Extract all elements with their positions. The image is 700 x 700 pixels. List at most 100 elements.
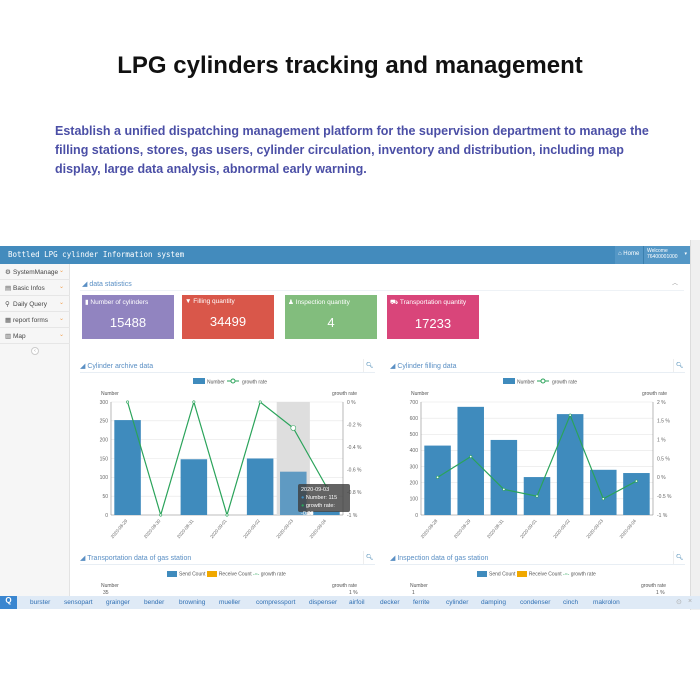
growth-point — [225, 513, 229, 517]
legend-inspection: Send Count Receive Count -○- growth rate — [477, 571, 596, 577]
y-tick-label: 600 — [410, 416, 419, 422]
y2-tick-label: 0.5 % — [657, 456, 670, 462]
panel-title: Transportation data of gas station — [87, 555, 192, 562]
keyword-link[interactable]: makrolon — [593, 599, 620, 606]
legend-swatch-number — [193, 378, 205, 384]
y-tick-label: 50 — [102, 494, 108, 500]
stat-card-cylinders[interactable]: ▮ Number of cylinders 15488 — [82, 295, 174, 339]
keyword-link[interactable]: sensopart — [64, 599, 93, 606]
keyword-link[interactable]: decker — [380, 599, 400, 606]
y2-tick-label: -0.8 % — [347, 490, 362, 496]
axis-label-left: Number — [410, 583, 428, 589]
growth-point — [469, 455, 473, 459]
y2-tick-label: 1.5 % — [657, 419, 670, 425]
keyword-link[interactable]: cylinder — [446, 599, 469, 606]
divider — [80, 290, 684, 291]
stat-card-filling[interactable]: ▼ Filling quantity 34499 — [182, 295, 274, 339]
sidebar-label: SystemManage — [13, 269, 59, 276]
section-label: data statistics — [89, 281, 132, 288]
sidebar-item-systemmanage[interactable]: ⚙ SystemManage ⌄ — [0, 264, 70, 280]
keyword-link[interactable]: bender — [144, 599, 165, 606]
x-tick-label: 2020-09-04 — [619, 518, 638, 539]
tooltip-growth: growth rate: -0.23 — [301, 503, 335, 517]
gears-icon: ⚙ — [5, 269, 11, 276]
chart-archive: Number growth rate Number growth rate 0 50 100… — [100, 378, 362, 539]
growth-point — [192, 400, 196, 404]
stat-card-transportation[interactable]: ⛟ Transportation quantity 17233 — [387, 295, 479, 339]
table-icon: ▦ — [5, 317, 12, 324]
close-icon[interactable]: × — [688, 598, 693, 605]
card-label: Filling quantity — [193, 298, 235, 305]
home-label: Home — [623, 251, 640, 257]
user-id: 76400001000 — [647, 254, 678, 260]
growth-point — [502, 487, 506, 491]
bar — [490, 439, 518, 515]
y2-tick-label: 0 % — [347, 400, 356, 406]
zoom-icon[interactable]: 🔍︎ — [363, 551, 375, 564]
user-menu[interactable]: Welcome 76400001000 ▾ — [643, 246, 690, 264]
sidebar-item-map[interactable]: ▥ Map ⌄ — [0, 328, 70, 344]
keyword-link[interactable]: burster — [30, 599, 51, 606]
growth-point — [126, 400, 130, 404]
legend-marker-growth — [540, 378, 546, 384]
sidebar-item-report-forms[interactable]: ▦ report forms ⌄ — [0, 312, 70, 328]
panel-header-archive: ◢ Cylinder archive data 🔍︎ — [80, 359, 375, 373]
keyword-link[interactable]: mueller — [219, 599, 241, 606]
sidebar-label: Map — [13, 333, 26, 340]
stat-card-inspection[interactable]: ♟ Inspection quantity 4 — [285, 295, 377, 339]
chart-icon: ◢ — [390, 363, 398, 370]
y-tick-label: 300 — [410, 464, 419, 470]
sidebar-item-daily-query[interactable]: ⚲ Daily Query ⌄ — [0, 296, 70, 312]
legend-receive: Receive Count — [528, 571, 562, 578]
axis-tick: 1 % — [349, 590, 358, 596]
chart-icon: ◢ — [80, 363, 88, 370]
legend-number: Number — [207, 380, 225, 386]
y-tick-label: 200 — [410, 481, 419, 487]
x-tick-label: 2020-08-29 — [110, 518, 129, 539]
panel-header-filling: ◢ Cylinder filling data 🔍︎ — [390, 359, 685, 373]
home-button[interactable]: ⌂ Home — [615, 246, 643, 264]
keyword-link[interactable]: airfoil — [349, 599, 365, 606]
x-tick-label: 2020-08-29 — [453, 518, 472, 539]
legend-swatch — [477, 571, 487, 577]
panel-header-transportation: ◢ Transportation data of gas station 🔍︎ — [80, 551, 375, 565]
y-tick-label: 150 — [100, 456, 109, 462]
card-label: Number of cylinders — [90, 299, 149, 306]
dot-icon: ● — [301, 495, 305, 501]
sidebar-item-basic-infos[interactable]: ▤ Basic Infos ⌄ — [0, 280, 70, 296]
keyword-link[interactable]: dispenser — [309, 599, 338, 606]
collapse-sidebar-button[interactable]: ‹ — [31, 347, 39, 355]
growth-point — [290, 425, 297, 431]
keyword-link[interactable]: ferrite — [413, 599, 430, 606]
legend-growth: growth rate — [552, 380, 577, 386]
home-icon: ⌂ — [618, 251, 624, 257]
zoom-icon[interactable]: 🔍︎ — [673, 359, 685, 372]
zoom-icon[interactable]: 🔍︎ — [673, 551, 685, 564]
x-tick-label: 2020-09-01 — [519, 518, 538, 539]
app-header: Bottled LPG cylinder Information system … — [0, 246, 690, 264]
bar — [114, 420, 141, 515]
tooltip-date: 2020-09-03 — [301, 487, 330, 493]
collapse-section-button[interactable]: ︿ — [672, 281, 679, 287]
search-icon[interactable]: Q — [0, 596, 17, 609]
search-keyword-bar: Q burster sensopart grainger bender browning… — [0, 596, 700, 609]
settings-icon[interactable]: ⊙ — [676, 599, 682, 606]
y2-tick-label: 1 % — [657, 437, 666, 443]
growth-point — [634, 479, 638, 483]
keyword-link[interactable]: condenser — [520, 599, 551, 606]
x-tick-label: 2020-08-30 — [143, 518, 162, 539]
user-icon: ♟ — [288, 299, 294, 306]
keyword-link[interactable]: compressport — [256, 599, 296, 606]
legend-marker-growth — [230, 378, 236, 384]
keyword-link[interactable]: cinch — [563, 599, 579, 606]
bar — [424, 445, 451, 515]
zoom-icon[interactable]: 🔍︎ — [363, 359, 375, 372]
keyword-link[interactable]: browning — [179, 599, 206, 606]
keyword-link[interactable]: grainger — [106, 599, 130, 606]
legend-transportation: Send Count Receive Count -○- growth rate — [167, 571, 286, 577]
legend-swatch — [206, 571, 217, 577]
y-tick-label: 400 — [410, 448, 419, 454]
keyword-link[interactable]: damping — [481, 599, 506, 606]
growth-point — [159, 513, 163, 517]
scrollbar[interactable] — [690, 240, 700, 610]
